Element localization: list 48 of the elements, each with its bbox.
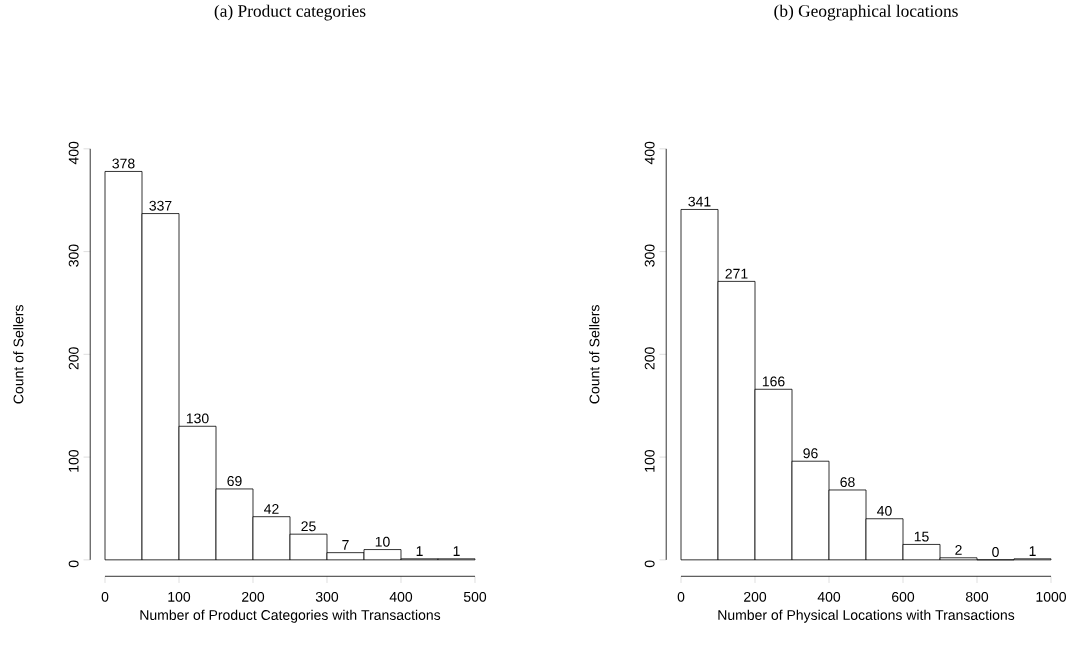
x-tick-label: 600 [892, 591, 915, 602]
y-tick-label: 100 [644, 450, 655, 472]
data-label: 1 [416, 546, 423, 556]
data-label: 15 [914, 531, 929, 542]
x-tick-label: 200 [744, 591, 767, 602]
x-tick-label: 0 [101, 591, 109, 602]
data-label: 7 [342, 540, 349, 550]
y-axis-title: Count of Sellers [13, 305, 24, 404]
x-tick-label: 800 [965, 591, 989, 602]
chart-title: (b) Geographical locations [774, 4, 958, 21]
y-tick-label: 200 [68, 347, 79, 370]
y-tick-label: 0 [644, 560, 655, 568]
data-label: 2 [955, 545, 962, 555]
data-label: 68 [840, 477, 855, 488]
data-label: 25 [301, 521, 316, 532]
x-tick-label: 200 [242, 591, 265, 602]
y-tick-label: 0 [68, 560, 79, 568]
y-tick-label: 300 [644, 244, 655, 267]
data-label: 130 [186, 413, 209, 424]
x-tick-label: 400 [389, 591, 413, 602]
x-tick-label: 1000 [1036, 591, 1067, 602]
y-tick-label: 200 [644, 347, 655, 370]
y-axis-title: Count of Sellers [589, 305, 600, 404]
data-label: 378 [112, 158, 135, 169]
data-label: 166 [762, 376, 785, 387]
data-label: 337 [149, 200, 172, 211]
x-tick-label: 300 [315, 591, 339, 602]
x-axis-title: Number of Physical Locations with Transactions [718, 609, 1015, 623]
y-tick-label: 400 [68, 141, 79, 165]
data-label: 341 [688, 196, 711, 207]
x-tick-label: 400 [817, 591, 841, 602]
data-label: 10 [375, 536, 390, 547]
y-tick-label: 100 [68, 450, 79, 472]
y-tick-label: 300 [68, 244, 79, 267]
data-label: 42 [264, 504, 279, 514]
chart-title: (a) Product categories [214, 4, 366, 21]
data-label: 69 [227, 476, 242, 487]
x-tick-label: 500 [463, 591, 487, 602]
y-tick-label: 400 [644, 141, 655, 165]
data-label: 40 [877, 505, 892, 516]
x-axis-title: Number of Product Categories with Transactions [140, 609, 441, 623]
data-label: 1 [453, 546, 460, 556]
data-label: 0 [992, 547, 999, 557]
x-tick-label: 100 [168, 591, 191, 602]
data-label: 96 [803, 448, 818, 459]
data-label: 1 [1029, 546, 1036, 556]
x-tick-label: 0 [677, 591, 685, 602]
data-label: 271 [725, 268, 748, 279]
